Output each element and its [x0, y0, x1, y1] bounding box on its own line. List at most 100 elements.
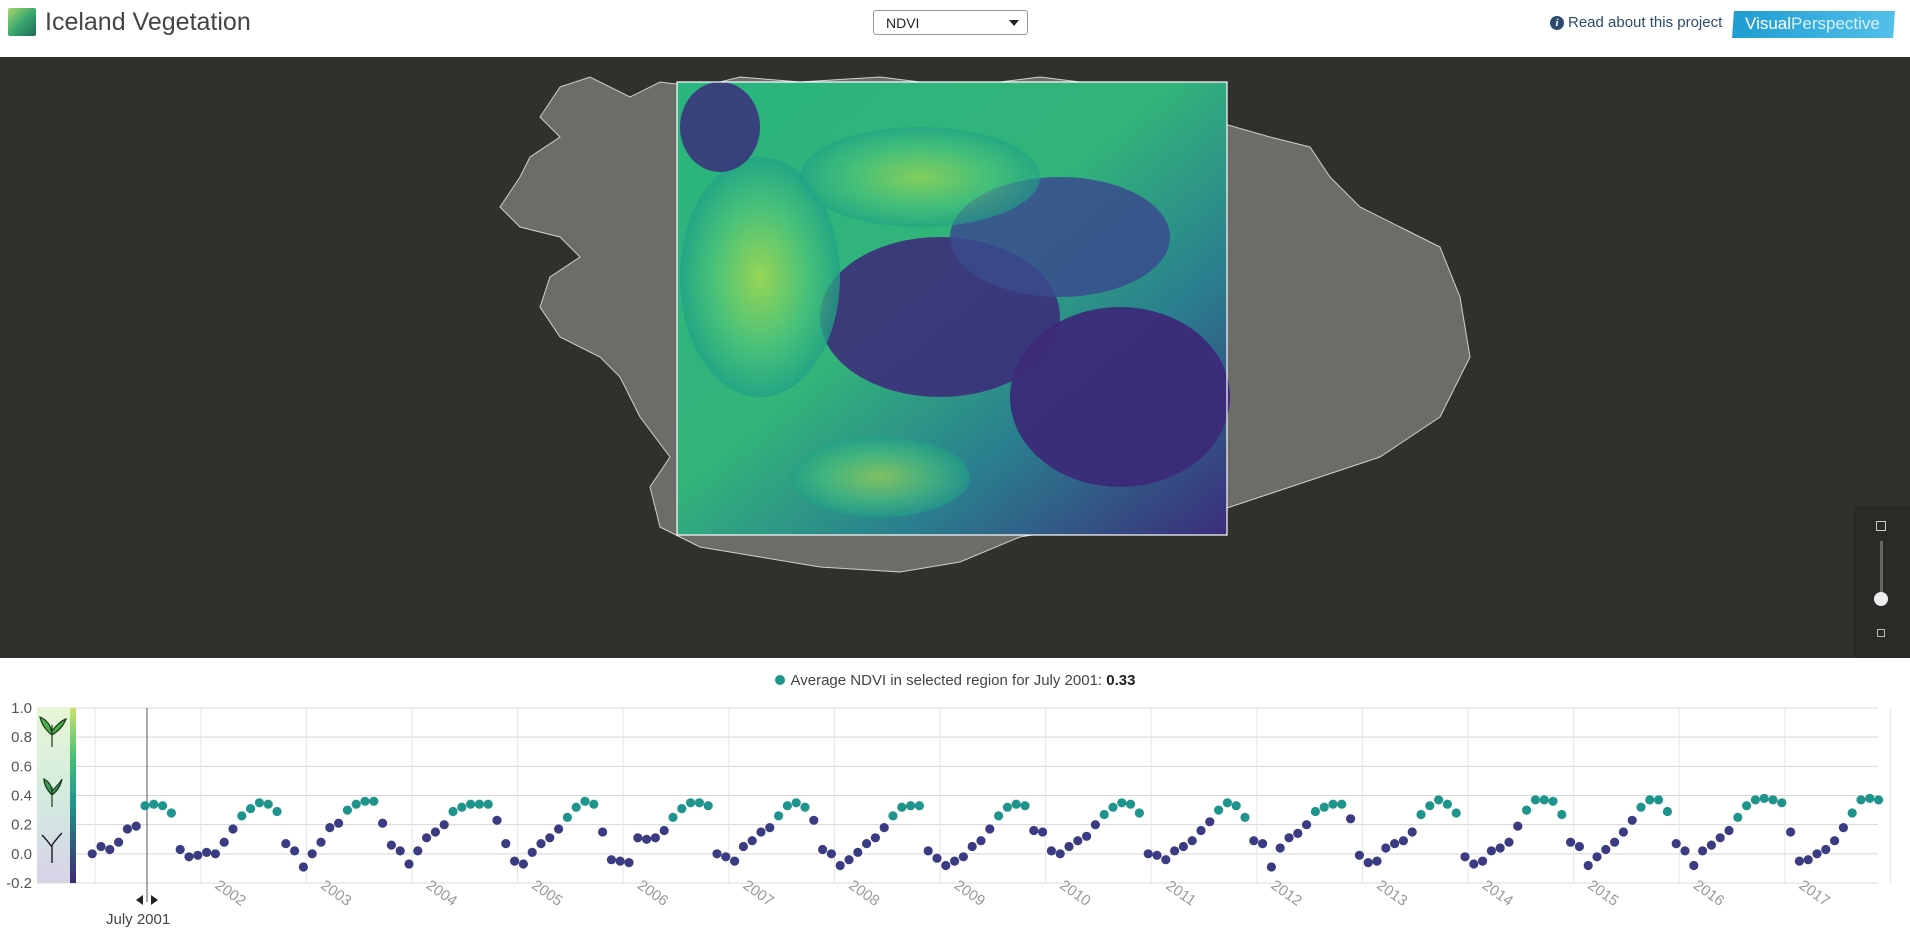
- ndvi-data-point[interactable]: [686, 798, 696, 808]
- ndvi-data-point[interactable]: [404, 859, 414, 869]
- ndvi-data-point[interactable]: [1830, 836, 1840, 846]
- ndvi-data-point[interactable]: [483, 799, 493, 809]
- ndvi-data-point[interactable]: [193, 850, 203, 860]
- ndvi-data-point[interactable]: [1495, 843, 1505, 853]
- ndvi-data-point[interactable]: [950, 856, 960, 866]
- ndvi-data-point[interactable]: [386, 840, 396, 850]
- ndvi-data-point[interactable]: [1258, 839, 1268, 849]
- ndvi-data-point[interactable]: [1372, 856, 1382, 866]
- ndvi-data-point[interactable]: [202, 847, 212, 857]
- ndvi-data-point[interactable]: [897, 802, 907, 812]
- ndvi-data-point[interactable]: [316, 837, 326, 847]
- ndvi-data-point[interactable]: [1363, 858, 1373, 868]
- ndvi-data-point[interactable]: [1319, 802, 1329, 812]
- ndvi-data-point[interactable]: [351, 799, 361, 809]
- ndvi-data-point[interactable]: [1557, 809, 1567, 820]
- ndvi-data-point[interactable]: [325, 823, 335, 833]
- ndvi-data-point[interactable]: [1513, 821, 1523, 831]
- ndvi-data-point[interactable]: [976, 836, 986, 846]
- ndvi-data-point[interactable]: [122, 824, 132, 834]
- ndvi-data-point[interactable]: [1231, 801, 1241, 811]
- ndvi-data-point[interactable]: [633, 833, 643, 843]
- ndvi-data-point[interactable]: [439, 820, 449, 830]
- ndvi-data-point[interactable]: [730, 856, 740, 866]
- ndvi-data-point[interactable]: [1715, 833, 1725, 843]
- ndvi-data-point[interactable]: [1196, 825, 1206, 836]
- ndvi-data-point[interactable]: [554, 824, 564, 834]
- ndvi-data-point[interactable]: [1610, 837, 1620, 847]
- zoom-slider-handle[interactable]: [1874, 592, 1888, 606]
- ndvi-data-point[interactable]: [342, 805, 352, 815]
- visual-perspective-logo[interactable]: VisualPerspective: [1732, 11, 1895, 38]
- ndvi-data-point[interactable]: [1636, 802, 1646, 812]
- ndvi-data-point[interactable]: [1777, 798, 1787, 808]
- ndvi-data-point[interactable]: [941, 860, 951, 871]
- ndvi-data-point[interactable]: [492, 815, 502, 825]
- layer-select[interactable]: NDVI: [873, 10, 1028, 35]
- ndvi-data-point[interactable]: [914, 801, 925, 811]
- ndvi-data-point[interactable]: [1214, 805, 1224, 815]
- ndvi-data-point[interactable]: [219, 837, 229, 847]
- ndvi-data-point[interactable]: [1522, 805, 1532, 815]
- ndvi-data-point[interactable]: [853, 847, 863, 857]
- ndvi-data-point[interactable]: [879, 823, 889, 833]
- ndvi-data-point[interactable]: [1874, 795, 1884, 805]
- ndvi-data-point[interactable]: [1539, 795, 1549, 805]
- zoom-out-icon[interactable]: [1877, 629, 1885, 637]
- ndvi-data-point[interactable]: [1161, 855, 1171, 865]
- ndvi-data-point[interactable]: [774, 811, 784, 821]
- ndvi-data-point[interactable]: [378, 818, 388, 828]
- ndvi-data-point[interactable]: [105, 844, 115, 855]
- ndvi-data-point[interactable]: [1742, 801, 1752, 811]
- ndvi-data-point[interactable]: [1266, 862, 1276, 872]
- ndvi-data-point[interactable]: [782, 801, 793, 811]
- ndvi-data-point[interactable]: [474, 799, 484, 809]
- ndvi-data-point[interactable]: [1346, 814, 1356, 824]
- ndvi-data-point[interactable]: [809, 815, 819, 825]
- ndvi-data-point[interactable]: [1020, 801, 1030, 811]
- ndvi-data-point[interactable]: [140, 801, 150, 811]
- ndvi-data-point[interactable]: [1592, 852, 1602, 862]
- ndvi-time-series-chart[interactable]: 1.00.80.60.40.20.0-0.2 2002 2003 2004 2005 2…: [0, 695, 1910, 940]
- ndvi-data-point[interactable]: [1865, 793, 1875, 803]
- ndvi-data-point[interactable]: [246, 804, 256, 814]
- ndvi-data-point[interactable]: [413, 846, 423, 856]
- ndvi-data-point[interactable]: [721, 852, 731, 862]
- ndvi-data-point[interactable]: [598, 827, 608, 837]
- ndvi-data-point[interactable]: [1284, 833, 1294, 843]
- ndvi-data-point[interactable]: [958, 852, 969, 862]
- ndvi-data-point[interactable]: [1046, 846, 1056, 856]
- ndvi-data-point[interactable]: [1099, 809, 1109, 820]
- ndvi-data-point[interactable]: [677, 804, 687, 814]
- ndvi-data-point[interactable]: [1381, 843, 1391, 853]
- ndvi-data-point[interactable]: [967, 841, 977, 852]
- ndvi-data-point[interactable]: [589, 799, 599, 809]
- ndvi-data-point[interactable]: [1090, 820, 1100, 830]
- ndvi-data-point[interactable]: [1627, 815, 1637, 825]
- ndvi-data-point[interactable]: [747, 836, 757, 846]
- ndvi-data-point[interactable]: [184, 852, 194, 862]
- ndvi-data-point[interactable]: [1803, 855, 1813, 865]
- ndvi-data-point[interactable]: [800, 802, 810, 812]
- ndvi-data-point[interactable]: [87, 849, 97, 859]
- ndvi-data-point[interactable]: [1750, 795, 1760, 805]
- ndvi-data-point[interactable]: [334, 818, 344, 828]
- ndvi-data-point[interactable]: [1548, 796, 1558, 806]
- ndvi-data-point[interactable]: [1566, 837, 1576, 847]
- ndvi-data-point[interactable]: [298, 862, 308, 872]
- map-view[interactable]: [0, 57, 1910, 658]
- ndvi-data-point[interactable]: [360, 796, 370, 806]
- ndvi-data-point[interactable]: [1460, 852, 1470, 862]
- time-cursor-handle[interactable]: [136, 895, 158, 905]
- ndvi-data-point[interactable]: [263, 799, 273, 809]
- ndvi-data-point[interactable]: [1170, 846, 1180, 856]
- ndvi-data-point[interactable]: [395, 846, 405, 856]
- ndvi-data-point[interactable]: [738, 841, 749, 852]
- ndvi-data-point[interactable]: [1337, 799, 1347, 809]
- ndvi-data-point[interactable]: [254, 798, 264, 808]
- ndvi-data-point[interactable]: [1002, 802, 1013, 812]
- ndvi-data-point[interactable]: [826, 849, 837, 859]
- ndvi-data-point[interactable]: [210, 849, 220, 859]
- ndvi-data-point[interactable]: [650, 833, 661, 843]
- ndvi-data-point[interactable]: [1143, 849, 1153, 859]
